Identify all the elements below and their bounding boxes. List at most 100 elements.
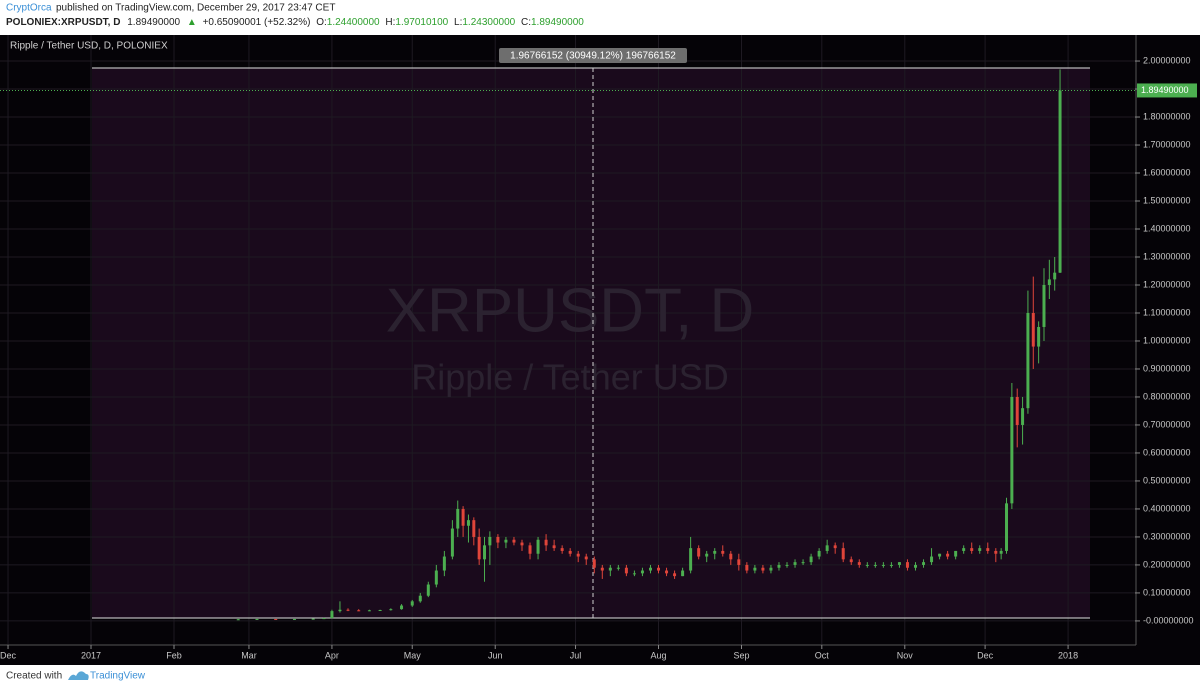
candle-body (1058, 90, 1062, 273)
candle-body (1031, 312, 1035, 347)
candle-body (568, 550, 572, 554)
candle-body (1005, 503, 1009, 551)
candle-body (777, 564, 781, 568)
candle-body (483, 545, 487, 560)
candle-body (528, 545, 532, 554)
y-tick-label: 0.60000000 (1143, 447, 1191, 457)
candle-body (552, 545, 556, 549)
candle-body (600, 567, 604, 571)
x-tick-label: Apr (325, 650, 339, 660)
header-line: POLONIEX:XRPUSDT, D 1.89490000 ▲ +0.6509… (6, 17, 584, 28)
y-tick-label: 0.20000000 (1143, 559, 1191, 569)
y-tick-label: 1.30000000 (1143, 251, 1191, 261)
candle-body (970, 548, 974, 551)
candle-body (713, 550, 717, 554)
candle-body (389, 609, 393, 611)
x-tick-label: Dec (0, 650, 17, 660)
measure-label: 1.96766152 (30949.12%) 196766152 (510, 51, 676, 62)
candle-body (346, 609, 350, 611)
candle-body (584, 556, 588, 560)
x-tick-label: 2018 (1058, 650, 1078, 660)
candle-body (624, 567, 628, 574)
y-tick-label: 1.40000000 (1143, 223, 1191, 233)
x-tick-label: Jun (488, 650, 503, 660)
chart-title: Ripple / Tether USD, D, POLONIEX (10, 41, 168, 52)
candle-body (496, 536, 500, 543)
candle-body (311, 618, 315, 620)
candle-body (881, 564, 885, 566)
candle-body (592, 559, 596, 568)
candle-body (410, 601, 414, 606)
x-tick-label: Feb (166, 650, 182, 660)
candle-body (426, 584, 430, 596)
candle-body (1053, 272, 1057, 280)
candle-body (338, 609, 342, 612)
candle-body (456, 508, 460, 529)
candle-body (922, 562, 926, 565)
measure-box (499, 48, 687, 63)
candle-body (999, 550, 1003, 554)
candle-body (737, 559, 741, 565)
candle-body (367, 610, 371, 612)
created: Created with (6, 671, 62, 682)
o: 1.24400000 (327, 17, 380, 28)
y-tick-label: 1.60000000 (1143, 167, 1191, 177)
candle-body (946, 553, 950, 557)
candle-body (576, 553, 580, 557)
candle-body (857, 562, 861, 565)
candle-body (1026, 312, 1030, 409)
candle-body (274, 618, 278, 620)
x-tick-label: Aug (651, 650, 667, 660)
arrow: ▲ (187, 17, 197, 28)
y-tick-label: 0.40000000 (1143, 503, 1191, 513)
y-tick-label: 0.90000000 (1143, 363, 1191, 373)
candle-body (357, 610, 361, 612)
y-tick-label: 1.10000000 (1143, 307, 1191, 317)
candle-body (520, 542, 524, 546)
c: 1.89490000 (531, 17, 584, 28)
price-box (1137, 83, 1197, 98)
candle-body (236, 619, 240, 621)
axes: -0.00000000 0.10000000 0.20000000 0.3000000… (0, 55, 1197, 660)
candle-body (978, 548, 982, 551)
o-label: O: (316, 17, 327, 28)
candle-body (761, 567, 765, 571)
candle-body (1021, 408, 1025, 425)
author[interactable]: CryptOrca (6, 3, 52, 14)
candle-body (608, 567, 612, 571)
candle-body (986, 548, 990, 551)
candle-body (938, 553, 942, 557)
x-tick-label: 2017 (81, 650, 101, 660)
brand[interactable]: TradingView (90, 671, 146, 682)
candle-body (865, 564, 869, 566)
candle-body (825, 545, 829, 551)
x-tick-label: Mar (241, 650, 257, 660)
y-tick-label: 1.70000000 (1143, 139, 1191, 149)
candle-body (1037, 326, 1041, 347)
candle-body (809, 556, 813, 563)
candle-body (616, 567, 620, 569)
candle-body (560, 548, 564, 551)
candle-body (962, 548, 966, 551)
candle-body (1047, 279, 1051, 285)
candle-body (897, 562, 901, 565)
candle-body (450, 528, 454, 557)
candle-body (817, 550, 821, 557)
x-tick-label: May (404, 650, 422, 660)
candle-body (930, 556, 934, 563)
candle-body (689, 548, 693, 571)
candle-body (729, 553, 733, 560)
y-tick-label: 0.80000000 (1143, 391, 1191, 401)
candle-body (681, 570, 685, 577)
candle-body (648, 567, 652, 571)
y-tick-label: 1.20000000 (1143, 279, 1191, 289)
candle-body (330, 611, 334, 619)
candle-body (632, 573, 636, 575)
last: 1.89490000 (127, 17, 180, 28)
candle-body (418, 595, 422, 602)
candle-body (504, 539, 508, 543)
y-tick-label: 0.10000000 (1143, 587, 1191, 597)
y-tick-label: 1.00000000 (1143, 335, 1191, 345)
candle-body (512, 539, 516, 543)
